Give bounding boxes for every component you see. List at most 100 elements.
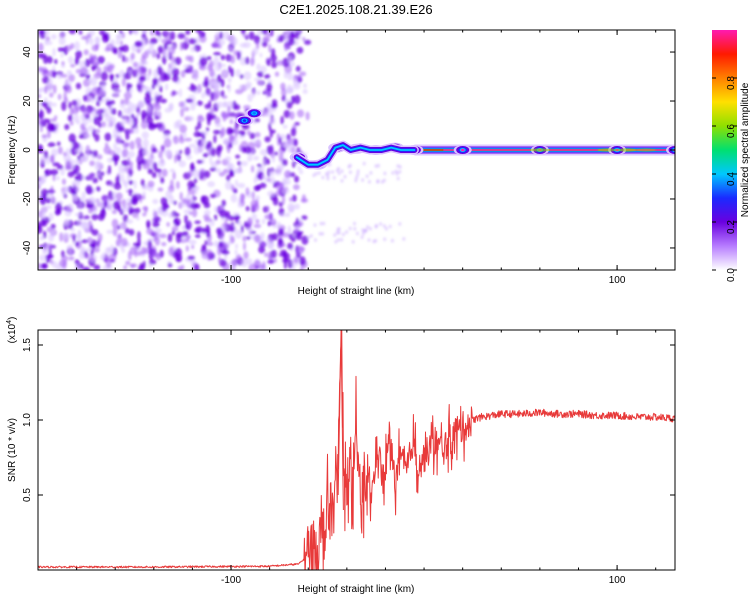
noise-blob [152, 221, 160, 228]
noise-blob [266, 82, 273, 93]
noise-blob [75, 185, 80, 193]
noise-blob [229, 259, 238, 269]
noise-blob [266, 32, 274, 37]
noise-blob [47, 254, 54, 259]
noise-speck [377, 163, 380, 168]
noise-blob [274, 151, 279, 156]
noise-blob [113, 48, 118, 55]
noise-blob [243, 251, 249, 260]
noise-blob [210, 193, 217, 199]
noise-blob [160, 144, 165, 154]
noise-blob [301, 194, 306, 203]
colorbar-tick-label: 0.2 [726, 220, 737, 234]
noise-blob [84, 253, 91, 259]
noise-blob [162, 55, 167, 65]
noise-blob [187, 116, 195, 122]
noise-blob [188, 239, 197, 245]
noise-blob [267, 167, 271, 178]
noise-blob [151, 172, 157, 178]
noise-blob [207, 87, 212, 97]
noise-blob [241, 258, 248, 268]
noise-blob [91, 229, 99, 236]
noise-blob [147, 240, 152, 250]
ridge-hotspot [529, 148, 550, 152]
noise-blob [288, 205, 295, 213]
noise-blob [220, 127, 226, 137]
noise-blob [124, 181, 128, 189]
noise-blob [283, 71, 288, 79]
noise-blob [100, 208, 106, 219]
noise-blob [182, 231, 189, 237]
spectrogram-xlabel: Height of straight line (km) [298, 286, 415, 297]
noise-blob [187, 186, 191, 196]
noise-speck [326, 176, 330, 181]
noise-blob [137, 161, 142, 171]
noise-blob [171, 226, 179, 232]
noise-blob [68, 74, 75, 82]
noise-blob [262, 242, 267, 247]
noise-blob [179, 124, 187, 134]
noise-blob [105, 247, 112, 255]
noise-blob [122, 142, 129, 148]
noise-blob [163, 52, 170, 58]
x-tick-label: 100 [609, 275, 626, 286]
noise-blob [257, 80, 264, 85]
noise-blob [249, 132, 256, 140]
ridge-point [460, 148, 465, 152]
noise-blob [251, 213, 257, 221]
noise-blob [125, 219, 134, 224]
noise-blob [130, 197, 138, 206]
noise-blob [50, 118, 57, 122]
noise-blob [47, 142, 56, 148]
noise-blob [278, 34, 285, 43]
noise-blob [85, 73, 91, 80]
noise-blob [283, 110, 291, 118]
noise-blob [111, 82, 120, 92]
noise-blob [268, 212, 273, 221]
noise-blob [277, 237, 283, 246]
noise-blob [190, 188, 196, 196]
noise-blob [177, 265, 183, 270]
noise-blob [276, 60, 284, 66]
noise-speck [341, 232, 345, 237]
noise-blob [78, 134, 84, 139]
noise-blob [144, 94, 152, 105]
noise-blob [188, 55, 194, 63]
noise-blob [253, 223, 262, 229]
noise-speck [383, 237, 387, 242]
noise-blob [258, 246, 266, 254]
noise-blob [70, 63, 76, 68]
noise-blob [279, 213, 287, 217]
noise-blob [97, 96, 103, 101]
noise-blob [74, 194, 79, 201]
noise-blob [203, 170, 211, 178]
noise-blob [88, 79, 93, 83]
noise-blob [249, 57, 255, 67]
noise-blob [128, 188, 133, 197]
noise-blob [52, 84, 57, 94]
noise-blob [115, 146, 122, 154]
noise-blob [229, 46, 233, 54]
noise-blob [38, 66, 44, 72]
noise-blob [220, 54, 226, 61]
noise-blob [56, 175, 60, 181]
noise-blob [219, 209, 227, 218]
snr-multiplier-label: (x104) [6, 317, 18, 344]
noise-blob [132, 68, 139, 75]
noise-blob [216, 74, 222, 83]
noise-blob [272, 233, 278, 241]
snr-plot-area [38, 330, 675, 570]
noise-blob [137, 231, 141, 241]
y-tick-label: 1.5 [22, 338, 33, 352]
noise-blob [118, 69, 125, 79]
noise-blob [68, 256, 75, 261]
noise-blob [118, 46, 125, 52]
noise-blob [74, 159, 81, 164]
noise-blob [133, 116, 138, 126]
noise-speck [355, 175, 359, 180]
noise-blob [221, 249, 230, 255]
noise-blob [260, 65, 267, 74]
noise-blob [294, 31, 300, 40]
noise-blob [267, 240, 275, 250]
noise-blob [142, 212, 147, 217]
